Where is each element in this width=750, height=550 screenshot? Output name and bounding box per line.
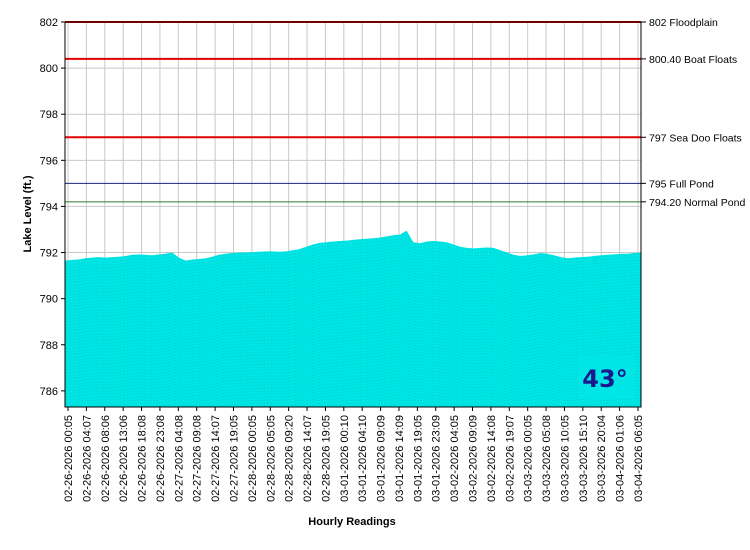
x-tick-label: 02-27-2026 09:08 [192, 415, 204, 502]
x-tick-label: 03-02-2026 04:05 [449, 415, 461, 502]
x-tick-label: 02-27-2026 14:07 [210, 415, 222, 502]
x-tick-label: 03-01-2026 04:10 [357, 415, 369, 502]
x-tick-label: 03-02-2026 19:07 [504, 415, 516, 502]
y-tick-label: 790 [40, 294, 58, 306]
x-axis-title: Hourly Readings [308, 516, 395, 528]
x-tick-label: 02-28-2026 14:07 [302, 415, 314, 502]
x-tick-label: 02-26-2026 23:08 [155, 415, 167, 502]
y-tick-label: 802 [40, 17, 58, 29]
x-tick-label: 02-26-2026 04:07 [81, 415, 93, 502]
y-tick-label: 800 [40, 63, 58, 75]
y-tick-label: 794 [40, 201, 58, 213]
x-tick-label: 02-27-2026 19:05 [228, 415, 240, 502]
reference-labels: 802 Floodplain 800.40 Boat Floats 797 Sea … [641, 17, 745, 209]
reference-label: 800.40 Boat Floats [649, 54, 737, 66]
x-tick-label: 02-28-2026 05:05 [265, 415, 277, 502]
y-tick-label: 798 [40, 109, 58, 121]
x-tick-label: 02-26-2026 00:05 [63, 415, 75, 502]
x-tick-label: 03-02-2026 14:08 [486, 415, 498, 502]
area-texture [66, 231, 641, 407]
x-tick-label: 03-01-2026 23:09 [431, 415, 443, 502]
x-tick-label: 03-03-2026 05:08 [541, 415, 553, 502]
x-tick-label: 03-02-2026 09:09 [468, 415, 480, 502]
x-tick-label: 02-28-2026 09:20 [284, 415, 296, 502]
x-tick-label: 02-27-2026 04:08 [173, 415, 185, 502]
x-tick-label: 03-04-2026 06:05 [633, 415, 645, 502]
x-tick-label: 03-01-2026 14:09 [394, 415, 406, 502]
temperature-badge: 43° [578, 355, 634, 399]
y-tick-label: 788 [40, 340, 58, 352]
x-tick-label: 03-03-2026 15:10 [578, 415, 590, 502]
reference-label: 802 Floodplain [649, 17, 718, 29]
x-tick-label: 02-26-2026 18:08 [137, 415, 149, 502]
reference-label: 795 Full Pond [649, 178, 714, 190]
plot-frame [64, 21, 642, 408]
temperature-value: 43° [582, 365, 627, 393]
x-tick-label: 03-01-2026 00:10 [339, 415, 351, 502]
y-tick-label: 796 [40, 155, 58, 167]
reference-label: 794.20 Normal Pond [649, 197, 745, 209]
x-tick-label: 02-28-2026 19:05 [320, 415, 332, 502]
x-tick-label: 02-26-2026 13:06 [118, 415, 130, 502]
y-axis: 786 788 790 792 794 796 798 800 802 [40, 17, 65, 398]
y-tick-label: 792 [40, 248, 58, 260]
x-tick-label: 02-26-2026 08:06 [100, 415, 112, 502]
x-tick-label: 03-04-2026 01:06 [615, 415, 627, 502]
x-tick-label: 03-01-2026 19:05 [412, 415, 424, 502]
lake-level-area [65, 230, 641, 407]
x-tick-label: 02-28-2026 00:05 [247, 415, 259, 502]
x-tick-label: 03-01-2026 09:09 [376, 415, 388, 502]
temperature-badge-background [578, 355, 634, 399]
x-tick-label: 03-03-2026 00:05 [523, 415, 535, 502]
x-axis: 02-26-2026 00:05 02-26-2026 04:07 02-26-20… [63, 407, 645, 502]
y-tick-label: 786 [40, 386, 58, 398]
x-tick-label: 03-03-2026 10:05 [559, 415, 571, 502]
y-axis-title: Lake Level (ft.) [22, 175, 34, 252]
x-tick-label: 03-03-2026 20:04 [596, 415, 608, 502]
reference-label: 797 Sea Doo Floats [649, 132, 742, 144]
